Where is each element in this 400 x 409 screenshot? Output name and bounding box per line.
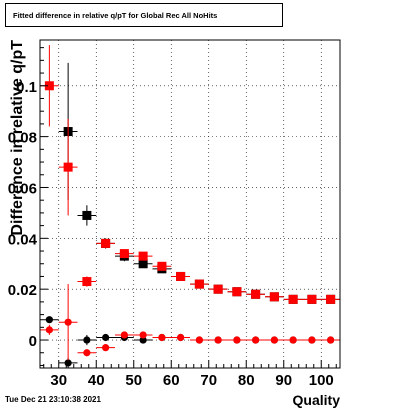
data-point (176, 271, 186, 281)
y-tick-label: 0.02 (8, 282, 37, 299)
x-tick-label: 80 (238, 372, 255, 389)
y-tick-label: 0.1 (16, 79, 37, 96)
x-tick-label: 50 (125, 372, 142, 389)
data-point (64, 359, 72, 367)
x-tick-label: 90 (275, 372, 292, 389)
data-point (82, 277, 92, 287)
y-tick-label: 0 (29, 333, 37, 350)
data-point (233, 336, 241, 344)
data-point (252, 336, 260, 344)
plot-frame (39, 39, 341, 369)
data-point (139, 336, 147, 344)
chart-grid (40, 40, 340, 368)
data-point (120, 331, 128, 339)
data-point (195, 336, 203, 344)
data-point (269, 292, 279, 302)
data-point (308, 336, 316, 344)
y-tick-label: 0.08 (8, 130, 37, 147)
x-tick-label: 60 (163, 372, 180, 389)
x-axis-label: Quality (293, 392, 341, 408)
series-1 (40, 45, 340, 304)
chart-title: Fitted difference in relative q/pT for G… (13, 11, 218, 20)
y-tick-label: 0.06 (8, 180, 37, 197)
y-axis-label: Difference in relative q/pT (9, 40, 26, 236)
data-point (102, 344, 110, 352)
data-point (213, 284, 223, 294)
data-point (101, 238, 111, 248)
series-0 (58, 62, 340, 304)
timestamp: Tue Dec 21 23:10:38 2021 (5, 395, 101, 404)
data-point (138, 259, 148, 269)
x-tick-label: 70 (200, 372, 217, 389)
data-point (158, 333, 166, 342)
x-tick-label: 100 (309, 372, 334, 389)
data-point (289, 336, 297, 344)
data-point (83, 336, 91, 344)
data-point (232, 287, 242, 297)
x-tick-label: 40 (88, 372, 105, 389)
data-point (119, 249, 129, 259)
tick-labels: 30 40 50 60 70 80 90 100 0 0.02 0.04 0.06 0.08 0.1 (8, 79, 334, 389)
data-point (251, 289, 261, 299)
data-point (45, 326, 53, 334)
data-point (177, 333, 185, 342)
chart-title-box: Fitted difference in relative q/pT for G… (5, 3, 283, 27)
data-point (83, 349, 91, 357)
data-point (194, 279, 204, 289)
data-point (138, 251, 148, 261)
data-point (288, 294, 298, 304)
data-point (326, 294, 336, 304)
data-point (270, 336, 278, 344)
data-point (63, 162, 73, 172)
x-tick-label: 30 (50, 372, 67, 389)
chart-markers (40, 45, 340, 368)
data-point (64, 318, 72, 326)
data-point (82, 210, 92, 220)
data-point (45, 316, 53, 324)
y-tick-label: 0.04 (8, 231, 38, 248)
axis-ticks (40, 47, 337, 368)
data-point (157, 261, 167, 271)
data-point (44, 81, 54, 91)
data-point (327, 336, 335, 344)
data-point (102, 333, 110, 342)
data-point (307, 294, 317, 304)
data-point (139, 331, 147, 339)
series-3 (40, 284, 340, 361)
data-point (214, 336, 222, 344)
